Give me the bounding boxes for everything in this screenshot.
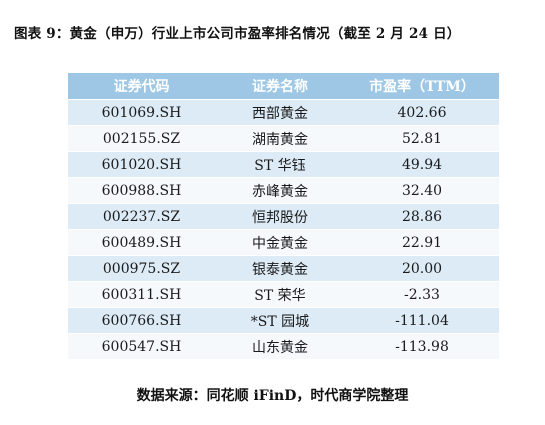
cell-code: 601020.SH — [68, 151, 215, 178]
cell-name: ST 华钰 — [215, 151, 345, 178]
cell-pe: 52.81 — [345, 125, 499, 152]
cell-code: 601069.SH — [68, 99, 215, 126]
cell-code: 600489.SH — [68, 229, 215, 256]
header-security-code: 证券代码 — [68, 73, 215, 100]
cell-pe: 49.94 — [345, 151, 499, 178]
cell-name: 中金黄金 — [215, 229, 345, 256]
table-row: 002155.SZ 湖南黄金 52.81 — [68, 125, 499, 152]
cell-code: 000975.SZ — [68, 255, 215, 282]
data-source-note: 数据来源：同花顺 iFinD，时代商学院整理 — [136, 388, 409, 404]
cell-name: 赤峰黄金 — [215, 177, 345, 204]
cell-code: 002155.SZ — [68, 125, 215, 152]
table-row: 601069.SH 西部黄金 402.66 — [68, 99, 499, 126]
cell-pe: 32.40 — [345, 177, 499, 204]
cell-pe: -113.98 — [345, 333, 499, 360]
table-row: 002237.SZ 恒邦股份 28.86 — [68, 203, 499, 230]
cell-pe: -2.33 — [345, 281, 499, 308]
cell-code: 600547.SH — [68, 333, 215, 360]
header-security-name: 证券名称 — [215, 73, 345, 100]
cell-pe: 20.00 — [345, 255, 499, 282]
table-row: 600547.SH 山东黄金 -113.98 — [68, 333, 499, 360]
cell-name: 银泰黄金 — [215, 255, 345, 282]
table-row: 600766.SH *ST 园城 -111.04 — [68, 307, 499, 334]
cell-name: 湖南黄金 — [215, 125, 345, 152]
cell-pe: 28.86 — [345, 203, 499, 230]
chart-title: 图表 9：黄金（申万）行业上市公司市盈率排名情况（截至 2 月 24 日） — [14, 26, 461, 42]
table-row: 600311.SH ST 荣华 -2.33 — [68, 281, 499, 308]
pe-ranking-table: 证券代码 证券名称 市盈率（TTM） 601069.SH 西部黄金 402.66… — [68, 73, 499, 360]
cell-code: 600311.SH — [68, 281, 215, 308]
table-row: 600489.SH 中金黄金 22.91 — [68, 229, 499, 256]
table-row: 601020.SH ST 华钰 49.94 — [68, 151, 499, 178]
cell-name: 西部黄金 — [215, 99, 345, 126]
cell-name: *ST 园城 — [215, 307, 345, 334]
cell-name: ST 荣华 — [215, 281, 345, 308]
cell-code: 600988.SH — [68, 177, 215, 204]
cell-code: 002237.SZ — [68, 203, 215, 230]
cell-pe: -111.04 — [345, 307, 499, 334]
table-row: 600988.SH 赤峰黄金 32.40 — [68, 177, 499, 204]
cell-name: 恒邦股份 — [215, 203, 345, 230]
table-row: 000975.SZ 银泰黄金 20.00 — [68, 255, 499, 282]
cell-code: 600766.SH — [68, 307, 215, 334]
table-header-row: 证券代码 证券名称 市盈率（TTM） — [68, 73, 499, 100]
cell-name: 山东黄金 — [215, 333, 345, 360]
cell-pe: 402.66 — [345, 99, 499, 126]
header-pe-ttm: 市盈率（TTM） — [345, 73, 499, 100]
cell-pe: 22.91 — [345, 229, 499, 256]
